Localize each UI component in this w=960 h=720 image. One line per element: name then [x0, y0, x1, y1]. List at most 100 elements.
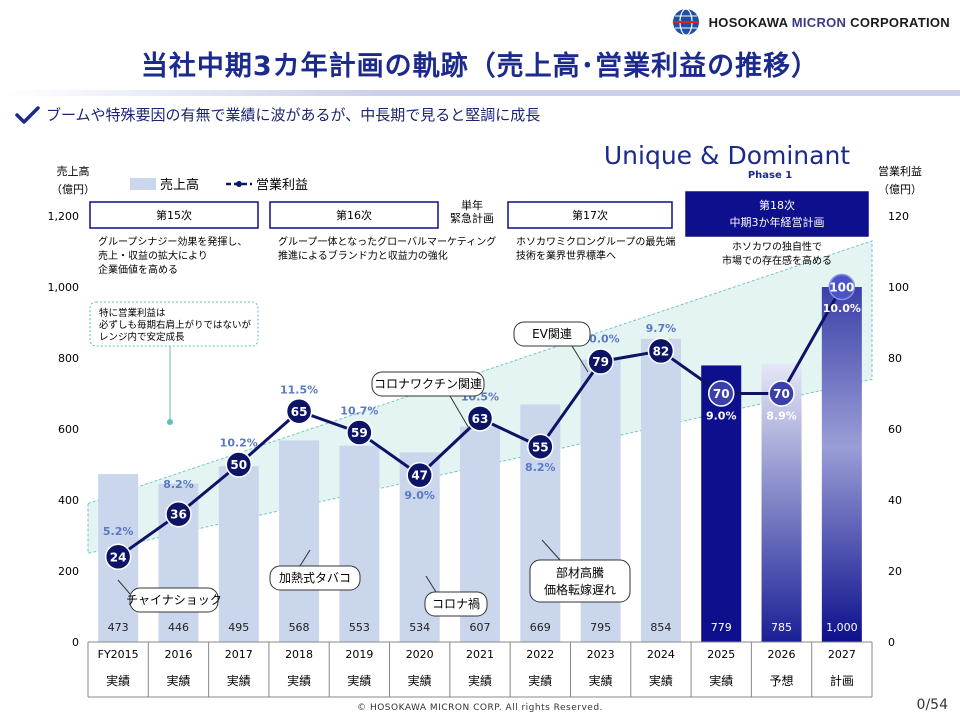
sales-value-label: 779	[711, 621, 732, 634]
event-label: コロナワクチン関連	[374, 377, 482, 391]
category-label: 2019	[345, 648, 373, 661]
band-note-text: 特に営業利益は	[99, 307, 166, 319]
plan-box	[269, 201, 439, 229]
event-callout-box	[424, 591, 488, 617]
sales-value-label: 854	[650, 621, 671, 634]
operating-profit-value: 82	[653, 344, 670, 358]
operating-profit-point	[828, 273, 856, 301]
left-tick-label: 800	[58, 352, 79, 365]
left-tick-label: 0	[72, 636, 79, 649]
band-note-marker	[167, 419, 173, 425]
event-leader	[117, 579, 131, 595]
left-axis-unit: （億円）	[51, 183, 95, 196]
event-leader	[449, 395, 471, 431]
plan-description: グループシナジー効果を発揮し、	[98, 235, 247, 248]
sales-value-label: 553	[349, 621, 370, 634]
operating-profit-point	[225, 451, 253, 478]
sales-value-label: 495	[228, 621, 249, 634]
operating-profit-point	[104, 543, 132, 571]
event-label: EV関連	[532, 327, 572, 341]
plan-label-2: 緊急計画	[450, 211, 494, 225]
operating-profit-value: 36	[170, 508, 187, 522]
operating-profit-point	[587, 348, 614, 375]
sales-value-label: 534	[409, 621, 430, 634]
operating-profit-point	[285, 398, 313, 425]
event-callout-box	[269, 565, 361, 591]
plan-label: 第18次	[759, 198, 795, 212]
plan-description: ホソカワの独自性で	[732, 240, 822, 253]
operating-profit-point	[647, 337, 675, 365]
operating-profit-point	[466, 405, 494, 432]
sales-value-label: 607	[470, 621, 491, 634]
sales-bar	[761, 363, 802, 642]
operating-profit-value: 100	[829, 281, 854, 295]
status-label: 実績	[106, 673, 130, 688]
category-label: 2026	[768, 648, 796, 661]
operating-profit-value: 55	[532, 440, 549, 454]
operating-margin-label: 8.2%	[163, 478, 194, 491]
right-tick-label: 100	[888, 281, 909, 294]
status-label: 実績	[287, 673, 311, 688]
category-label: 2020	[406, 648, 434, 661]
status-label: 実績	[227, 673, 251, 688]
category-label: 2027	[828, 648, 856, 661]
band-note-box	[89, 301, 259, 347]
plan-label: 第17次	[572, 208, 608, 222]
status-label: 実績	[347, 673, 371, 688]
sales-bar	[701, 365, 742, 642]
operating-profit-point	[346, 419, 373, 446]
category-label: 2017	[225, 648, 253, 661]
category-label: 2024	[647, 648, 675, 661]
globe-logo-icon	[672, 8, 699, 36]
title-divider	[0, 90, 960, 96]
right-axis-unit: （億円）	[878, 183, 922, 196]
operating-profit-value: 63	[472, 412, 489, 426]
operating-profit-point	[406, 461, 433, 489]
left-tick-label: 400	[58, 494, 79, 507]
subtitle: ブームや特殊要因の有無で業績に波があるが、中長期で見ると堅調に成長	[14, 104, 540, 125]
event-callout-box	[129, 587, 219, 613]
plan-box	[89, 201, 259, 229]
status-label: 計画	[830, 673, 854, 688]
plan-description: グループ一体となったグローバルマーケティング	[278, 235, 496, 248]
plan-box	[685, 191, 869, 237]
plan-box	[507, 201, 673, 229]
operating-profit-value: 50	[230, 458, 247, 472]
plan-description: 市場での存在感を高める	[722, 254, 832, 267]
right-tick-label: 20	[888, 565, 902, 578]
left-tick-label: 200	[58, 565, 79, 578]
event-label: コロナ禍	[432, 596, 480, 611]
operating-margin-label: 9.7%	[646, 322, 677, 335]
sales-value-label: 568	[289, 621, 310, 634]
sales-value-label: 669	[530, 621, 551, 634]
category-label: 2025	[707, 648, 735, 661]
slogan: Unique & Dominant	[604, 141, 850, 170]
legend-bar-swatch	[130, 178, 156, 190]
event-callout-box	[371, 371, 485, 397]
operating-margin-label: 8.2%	[525, 461, 556, 474]
plan-label: 第16次	[336, 208, 372, 222]
plan-description: 技術を業界世界標準へ	[516, 249, 616, 262]
event-leader	[571, 345, 589, 373]
sales-bar	[821, 287, 862, 642]
status-label: 実績	[468, 673, 492, 688]
event-label-2: 価格転嫁遅れ	[544, 582, 616, 597]
status-label: 実績	[528, 673, 552, 688]
plan-description: 企業価値を高める	[98, 263, 178, 276]
sales-bar	[279, 440, 320, 642]
left-tick-label: 600	[58, 423, 79, 436]
event-label: 部材高騰	[556, 565, 604, 580]
page-title: 当社中期3カ年計画の軌跡（売上高･営業利益の推移）	[140, 51, 820, 82]
event-label: 加熱式タバコ	[279, 571, 351, 585]
left-axis-label: 売上高	[57, 164, 90, 178]
status-label: 予想	[770, 673, 794, 688]
status-label: 実績	[649, 673, 673, 688]
plan-description: ホソカワミクロングループの最先端	[516, 235, 675, 248]
category-label: 2016	[164, 648, 192, 661]
sales-bar	[218, 466, 259, 642]
operating-profit-point	[707, 380, 735, 407]
operating-profit-value: 59	[351, 426, 368, 440]
operating-profit-value: 65	[291, 405, 308, 419]
plan-label: 第15次	[156, 208, 192, 222]
category-label: 2018	[285, 648, 313, 661]
